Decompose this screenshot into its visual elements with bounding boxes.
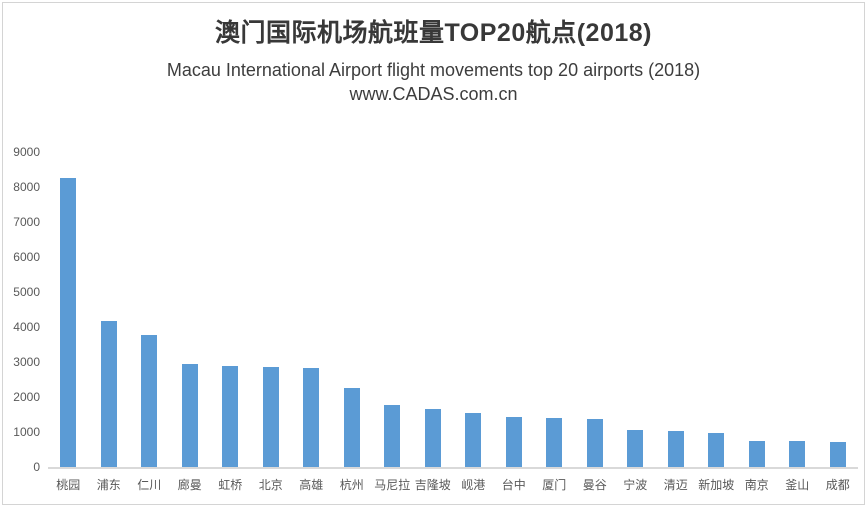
bar [181, 363, 198, 467]
bar [141, 335, 158, 467]
bar [60, 178, 77, 467]
bar [627, 430, 644, 467]
bar-chart: 0 1000 2000 3000 4000 5000 6000 7000 8000 9000 桃园… [8, 145, 867, 493]
plot-area [48, 152, 858, 469]
y-axis-tick-label: 0 [33, 460, 40, 474]
bar-slot [737, 152, 778, 467]
bar-slot [534, 152, 575, 467]
x-axis-category-label: 高雄 [299, 478, 324, 492]
x-axis-labels: 桃园 浦东 仁川 廊曼 虹桥 北京 高雄 杭州 马尼拉 吉隆坡 岘港 台中 厦门 曼谷 宁波 清迈 新加坡 南京 釜… [48, 476, 858, 493]
bar-slot [129, 152, 170, 467]
x-axis-category-label: 仁川 [137, 478, 162, 492]
x-axis-category-label: 虹桥 [218, 478, 243, 492]
bar-slot [575, 152, 616, 467]
x-axis-category-label: 桃园 [56, 478, 81, 492]
x-axis-category-label: 廊曼 [177, 478, 202, 492]
bar [424, 408, 441, 467]
x-axis-category-label: 南京 [744, 478, 769, 492]
y-axis-tick-label: 1000 [13, 425, 40, 440]
bar-slot [210, 152, 251, 467]
bar-slot [170, 152, 211, 467]
bar [748, 441, 765, 467]
bar-slot [332, 152, 373, 467]
bar [100, 321, 117, 467]
bars-row [48, 152, 858, 467]
y-axis-tick-label: 5000 [13, 285, 40, 299]
bar-slot [777, 152, 818, 467]
y-axis-tick-label: 8000 [13, 180, 40, 195]
bar [546, 418, 563, 467]
x-axis-category-label: 马尼拉 [374, 478, 411, 492]
bar-slot [615, 152, 656, 467]
x-axis-category-label: 釜山 [785, 478, 810, 492]
y-axis-tick-label: 3000 [13, 355, 40, 369]
bar [465, 413, 482, 467]
x-axis-category-label: 浦东 [96, 478, 121, 492]
bar [505, 416, 522, 467]
x-axis-category-label: 厦门 [542, 478, 567, 492]
bar-slot [413, 152, 454, 467]
bar-slot [656, 152, 697, 467]
x-axis-category-label: 曼谷 [582, 478, 607, 492]
bar-slot [818, 152, 859, 467]
chart-header: 澳门国际机场航班量TOP20航点(2018) Macau Internation… [0, 0, 867, 106]
y-axis-tick-label: 7000 [13, 215, 40, 229]
chart-title: 澳门国际机场航班量TOP20航点(2018) [214, 19, 652, 47]
bar-slot [494, 152, 535, 467]
x-axis-category-label: 杭州 [339, 478, 364, 492]
bar [586, 418, 603, 467]
watermark-url: www.CADAS.com.cn [349, 84, 518, 104]
y-axis-tick-label: 6000 [13, 250, 40, 264]
y-axis-tick-label: 9000 [13, 145, 40, 159]
x-axis-category-label: 台中 [501, 478, 526, 492]
bar [384, 405, 401, 467]
chart-subtitle: Macau International Airport flight movem… [166, 60, 701, 80]
bar-slot [251, 152, 292, 467]
bar-slot [453, 152, 494, 467]
bar-slot [696, 152, 737, 467]
y-axis-tick-label: 4000 [13, 320, 40, 335]
x-axis-category-label: 吉隆坡 [414, 478, 451, 492]
bar [829, 441, 846, 467]
bar-slot [89, 152, 130, 467]
bar-slot [372, 152, 413, 467]
x-axis-category-label: 清迈 [663, 478, 688, 492]
x-axis-category-label: 北京 [258, 478, 283, 492]
bar [303, 368, 320, 467]
x-axis-category-label: 岘港 [461, 478, 486, 492]
x-axis-category-label: 宁波 [623, 478, 648, 492]
x-axis-category-label: 成都 [825, 478, 850, 492]
y-axis-tick-label: 2000 [13, 390, 40, 405]
bar-slot [291, 152, 332, 467]
bar [789, 441, 806, 467]
bar-slot [48, 152, 89, 467]
y-axis-labels: 0 1000 2000 3000 4000 5000 6000 7000 8000 9000 [8, 145, 40, 474]
bar [262, 366, 279, 467]
x-axis-category-label: 新加坡 [698, 478, 735, 492]
bar [343, 388, 360, 467]
bar [222, 365, 239, 467]
bar [667, 431, 684, 467]
bar [708, 433, 725, 467]
